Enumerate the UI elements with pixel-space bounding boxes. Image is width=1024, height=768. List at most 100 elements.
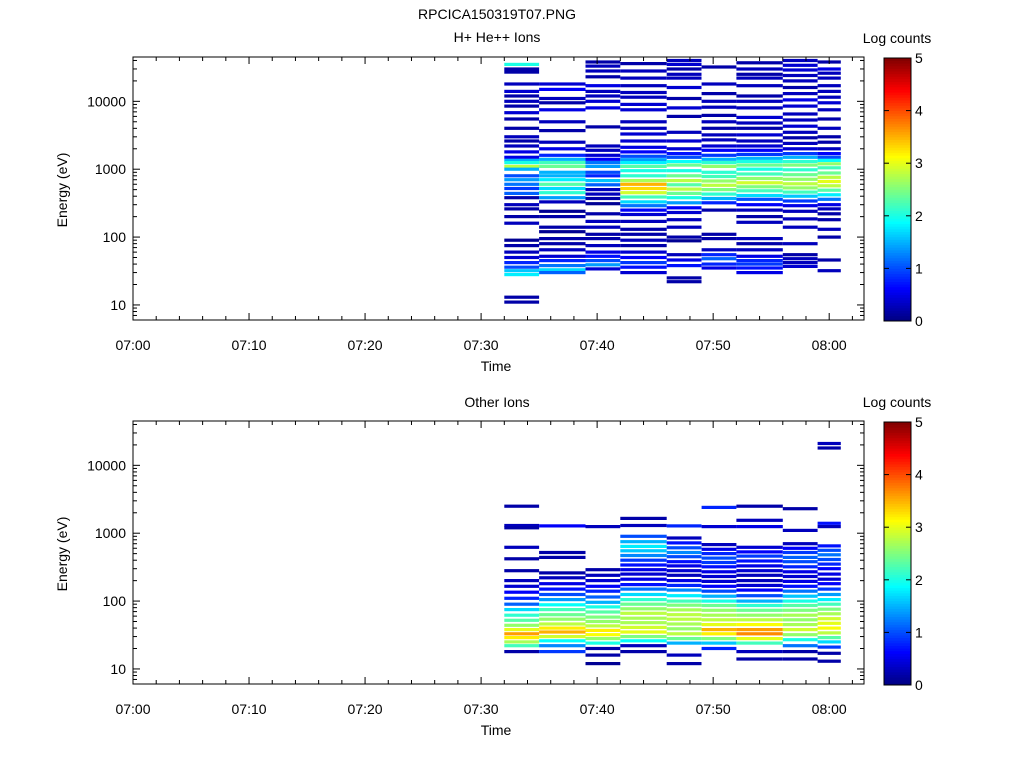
colorbar-segment — [884, 490, 911, 494]
heatmap-cell — [701, 589, 737, 593]
heatmap-cell — [736, 248, 783, 252]
colorbar-label: Log counts — [863, 30, 932, 46]
heatmap-cell — [782, 58, 818, 63]
heatmap-cell — [585, 157, 621, 161]
heatmap-cell — [539, 129, 586, 133]
heatmap-cell — [817, 155, 841, 159]
heatmap-cell — [782, 177, 818, 181]
heatmap-cell — [782, 147, 818, 151]
colorbar-segment — [884, 435, 911, 439]
heatmap-cell — [504, 111, 540, 115]
colorbar-segment — [884, 92, 911, 96]
colorbar-segment — [884, 213, 911, 217]
colorbar-segment — [884, 440, 911, 444]
heatmap-cell — [585, 250, 621, 254]
heatmap-cell — [701, 183, 737, 187]
heatmap-cell — [817, 258, 841, 262]
heatmap-cell — [736, 197, 783, 201]
heatmap-cell — [666, 253, 702, 257]
heatmap-cell — [701, 157, 737, 161]
heatmap-cell — [817, 162, 841, 166]
heatmap-cell — [504, 300, 540, 304]
heatmap-cell — [539, 613, 586, 617]
heatmap-cell — [620, 540, 667, 544]
colorbar-segment — [884, 200, 911, 204]
heatmap-cell — [504, 70, 540, 74]
heatmap-cell — [666, 210, 702, 215]
colorbar-segment — [884, 307, 911, 311]
x-tick-label: 07:50 — [696, 701, 731, 717]
heatmap-cell — [666, 130, 702, 134]
heatmap-cell — [666, 114, 702, 118]
heatmap-cell — [736, 152, 783, 156]
heatmap-cell — [585, 219, 621, 223]
colorbar-segment — [884, 313, 911, 317]
heatmap-cell — [736, 518, 783, 522]
colorbar-segment — [884, 281, 911, 285]
y-tick-label: 10 — [110, 297, 126, 313]
colorbar-segment — [884, 134, 911, 138]
heatmap-cell — [666, 67, 702, 71]
heatmap-cell — [736, 599, 783, 603]
colorbar-segment — [884, 424, 911, 428]
colorbar-segment — [884, 429, 911, 433]
heatmap-cell — [539, 254, 586, 258]
heatmap-cell — [817, 140, 841, 144]
heatmap-cell — [782, 565, 818, 569]
heatmap-cell — [620, 158, 667, 162]
colorbar-segment — [884, 123, 911, 127]
heatmap-cell — [817, 525, 841, 529]
heatmap-cell — [817, 203, 841, 207]
heatmap-cell — [620, 265, 667, 269]
heatmap-cell — [701, 574, 737, 579]
heatmap-cell — [782, 589, 818, 593]
heatmap-cell — [666, 599, 702, 603]
heatmap-cell — [736, 172, 783, 176]
x-tick-label: 07:40 — [580, 701, 615, 717]
colorbar-segment — [884, 113, 911, 117]
heatmap-cell — [782, 261, 818, 265]
heatmap-cell — [701, 560, 737, 565]
heatmap-cell — [504, 139, 540, 143]
heatmap-cell — [585, 525, 621, 529]
heatmap-cell — [585, 628, 621, 632]
colorbar-tick-label: 5 — [915, 414, 923, 430]
colorbar-segment — [884, 669, 911, 673]
heatmap-cell — [701, 188, 737, 192]
heatmap-cell — [666, 264, 702, 268]
heatmap-cell — [666, 637, 702, 641]
x-tick-label: 07:00 — [115, 701, 150, 717]
heatmap-cell — [701, 579, 737, 583]
colorbar-segment — [884, 242, 911, 246]
heatmap-cell — [620, 607, 667, 611]
colorbar-tick-label: 5 — [915, 50, 923, 66]
heatmap-cell — [504, 545, 540, 549]
heatmap-cell — [782, 79, 818, 83]
heatmap-cell — [736, 67, 783, 71]
heatmap-cell — [585, 568, 621, 572]
heatmap-cell — [585, 164, 621, 168]
heatmap-cell — [782, 73, 818, 78]
heatmap-cell — [504, 255, 540, 260]
heatmap-cell — [504, 150, 540, 154]
heatmap-cell — [736, 504, 783, 508]
heatmap-cell — [504, 596, 540, 600]
heatmap-cell — [504, 273, 540, 277]
panel-title: Other Ions — [464, 394, 529, 410]
colorbar-segment — [884, 477, 911, 481]
colorbar-segment — [884, 239, 911, 243]
heatmap-cell — [539, 592, 586, 597]
colorbar-segment — [884, 627, 911, 631]
heatmap-cell — [539, 191, 586, 195]
heatmap-cell — [666, 546, 702, 550]
heatmap-cell — [504, 94, 540, 98]
colorbar-segment — [884, 71, 911, 75]
heatmap-cell — [585, 75, 621, 79]
colorbar-segment — [884, 168, 911, 172]
colorbar-segment — [884, 65, 911, 69]
heatmap-cell — [620, 616, 667, 620]
heatmap-cell — [504, 623, 540, 627]
x-tick-label: 07:20 — [348, 701, 383, 717]
heatmap-cell — [585, 225, 621, 229]
colorbar-frame — [883, 421, 912, 686]
